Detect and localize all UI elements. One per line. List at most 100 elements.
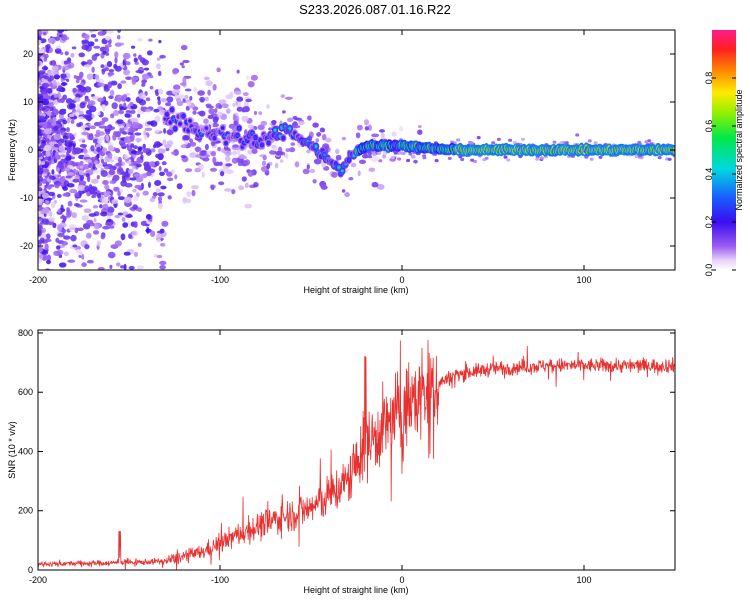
spectrogram-cell	[78, 189, 85, 195]
spectrogram-cell	[48, 287, 52, 294]
spectrogram-cell	[83, 86, 92, 93]
spectrogram-cell	[231, 189, 236, 195]
spectrogram-cell	[182, 98, 186, 103]
spectrogram-cell	[106, 30, 114, 34]
spectrogram-cell	[60, 73, 67, 79]
spectrogram-cell	[260, 143, 264, 147]
spectrogram-cell	[122, 94, 128, 99]
spectrogram-cell	[50, 201, 56, 209]
spectrogram-cell	[117, 30, 121, 33]
spectrogram-cell	[180, 155, 187, 159]
spectrogram-cell	[134, 18, 139, 23]
spectrogram-cell	[156, 233, 162, 240]
spectrogram-cell	[38, 137, 41, 144]
spectrogram-cell	[307, 115, 312, 121]
spectrogram-cell	[154, 180, 162, 186]
spectrogram-cell	[123, 154, 129, 160]
spectrogram-cell	[150, 148, 156, 153]
spectrogram-cell	[43, 0, 47, 3]
spectrogram-cell	[96, 78, 105, 83]
spectrogram-cell	[247, 124, 254, 129]
spectrogram-cell	[113, 186, 120, 192]
spectrogram-cell	[235, 100, 239, 106]
spectrogram-cell	[212, 84, 217, 91]
spectrogram-cell	[128, 265, 135, 270]
spectrogram-cell	[94, 23, 100, 29]
spectrogram-cell	[105, 128, 111, 135]
spectrogram-cell	[38, 154, 41, 158]
spectrogram-cell	[100, 233, 106, 240]
spectrogram-cell	[139, 281, 146, 285]
spectrogram-cell	[38, 191, 43, 195]
spectrogram-cell	[165, 102, 172, 107]
spectrogram-cell	[237, 126, 241, 130]
spectrogram-cell	[39, 237, 45, 243]
spectrogram-cell	[178, 94, 185, 99]
spectrogram-cell	[150, 120, 158, 127]
spectrogram-cell	[63, 251, 69, 256]
spectrogram-cell	[48, 11, 54, 18]
spectrogram-cells	[38, 0, 675, 294]
spectrogram-cell	[54, 184, 60, 189]
spectrogram-cell	[158, 165, 162, 172]
spectrogram-cell	[234, 90, 242, 95]
spectrogram-cell	[58, 109, 67, 115]
spectrogram-cell	[56, 87, 64, 92]
spectrogram-cell	[53, 250, 61, 256]
spectrogram-cell	[69, 102, 76, 110]
spectrogram-cell	[97, 139, 102, 144]
spectrogram-cell	[209, 167, 218, 172]
spectrogram-cell	[96, 240, 101, 247]
spectrogram-cell	[73, 97, 81, 102]
spectrogram-cell	[159, 242, 166, 247]
spectrogram-cell	[43, 161, 50, 168]
spectrogram-cell	[60, 279, 64, 284]
spectrogram-cell	[57, 224, 63, 232]
spectrogram-cell	[357, 170, 361, 177]
snr-x-ticks: -200 -100 0 100	[29, 330, 592, 585]
spectrogram-cell	[124, 196, 132, 204]
spectrogram-cell	[86, 232, 92, 239]
spectrogram-cell	[221, 103, 229, 109]
spectrogram-cell	[109, 225, 115, 229]
spectrogram-cell	[47, 155, 51, 161]
spectrogram-cell	[378, 159, 383, 163]
spectrogram-cell	[72, 162, 79, 167]
spectrogram-cell	[72, 178, 80, 183]
spectrogram-cell	[65, 98, 73, 104]
spectrogram-cell	[93, 230, 100, 235]
spectrogram-cell	[657, 156, 662, 160]
spectrogram-cell	[348, 177, 354, 181]
spectrogram-cell	[74, 203, 80, 207]
spectrogram-cell	[57, 209, 61, 213]
spectrogram-cell	[66, 279, 74, 283]
spectrogram-cell	[66, 78, 70, 82]
spectrogram-cell	[99, 120, 105, 125]
spectrogram-cell	[93, 218, 97, 223]
spectrogram-cell	[92, 205, 99, 209]
spectrogram-cell	[203, 76, 210, 81]
spectrogram-cell	[149, 197, 155, 203]
spectrogram-cell	[380, 132, 385, 140]
spectrogram-cell	[123, 251, 131, 256]
spectrogram-cell	[191, 189, 196, 197]
spectrogram-cell	[194, 146, 202, 152]
spectrogram-cell	[91, 66, 95, 73]
spectrogram-cell	[157, 192, 165, 197]
spectrogram-cell	[152, 192, 158, 197]
spectrogram-cell	[66, 172, 75, 176]
spectrogram-cell	[116, 119, 124, 124]
spectrogram-cell	[559, 141, 564, 145]
spectrogram-cell	[112, 133, 117, 141]
spectrogram-cell	[57, 91, 61, 99]
spectrogram-cell	[81, 39, 90, 44]
spectrogram-cell	[131, 45, 136, 49]
spectrogram-cell	[137, 207, 142, 212]
spectrogram-cell	[98, 1, 103, 4]
spectrogram-cell	[224, 155, 231, 162]
spectrogram-cell	[65, 269, 67, 270]
spectrogram-cell	[171, 169, 175, 174]
spectrogram-cell	[350, 162, 357, 168]
spectrogram-cell	[148, 181, 151, 188]
spectrogram-cell	[99, 204, 103, 209]
